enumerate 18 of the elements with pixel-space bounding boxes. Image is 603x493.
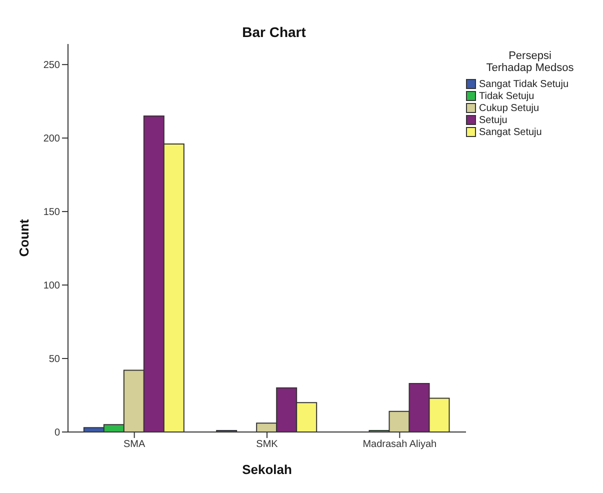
x-tick-label: SMK <box>256 439 278 450</box>
y-tick-label: 0 <box>54 428 60 439</box>
y-tick-label: 150 <box>43 207 60 218</box>
chart-title: Bar Chart <box>241 24 307 40</box>
legend-label: Cukup Setuju <box>479 102 540 114</box>
x-tick-label: SMA <box>123 439 146 450</box>
x-axis-title: Sekolah <box>242 462 292 477</box>
y-tick-label: 100 <box>43 280 60 292</box>
legend-label: Setuju <box>479 114 508 126</box>
y-tick-label: 50 <box>48 354 60 366</box>
legend-label: Sangat Tidak Setuju <box>479 78 569 90</box>
y-tick-label: 200 <box>43 134 60 145</box>
y-axis-title: Count <box>16 218 32 257</box>
legend-label: Sangat Setuju <box>479 126 542 138</box>
x-tick-label: Madrasah Aliyah <box>362 439 437 450</box>
legend-title: Persepsi Terhadap Medsos <box>485 50 575 74</box>
legend-label: Tidak Setuju <box>479 90 534 102</box>
y-tick-label: 250 <box>43 60 60 72</box>
